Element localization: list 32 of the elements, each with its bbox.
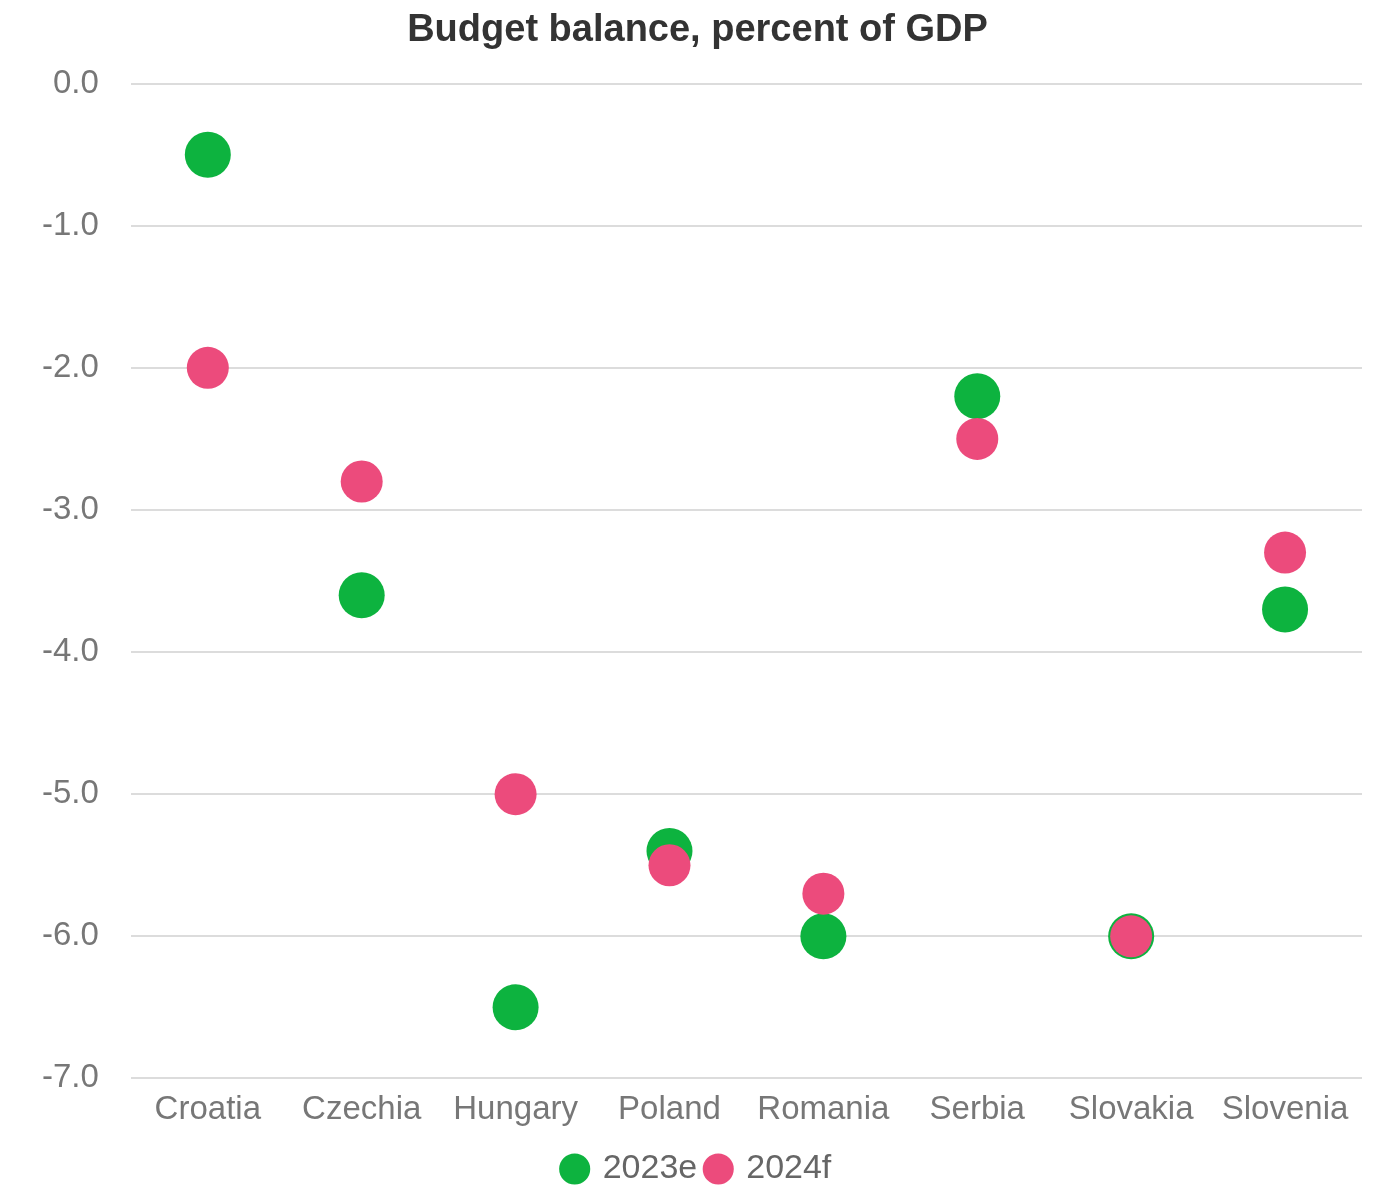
- point: [494, 773, 537, 816]
- y-tick-label: 0.0: [52, 62, 99, 100]
- x-tick-label: Romania: [757, 1089, 891, 1127]
- point: [338, 572, 385, 619]
- y-tick-label: -6.0: [41, 915, 99, 953]
- point: [800, 913, 847, 960]
- legend-label: 2024f: [746, 1147, 832, 1186]
- y-tick-label: -4.0: [41, 631, 99, 669]
- y-tick-label: -5.0: [41, 773, 99, 811]
- point: [956, 417, 999, 460]
- x-tick-label: Slovakia: [1068, 1089, 1195, 1127]
- x-tick-label: Slovenia: [1221, 1089, 1349, 1127]
- point: [802, 872, 845, 915]
- y-tick-label: -7.0: [41, 1057, 99, 1095]
- point: [1262, 586, 1309, 633]
- y-tick-label: -1.0: [41, 204, 99, 242]
- x-tick-label: Croatia: [154, 1089, 262, 1127]
- point: [340, 460, 383, 503]
- x-tick-label: Poland: [618, 1089, 721, 1127]
- point: [648, 844, 691, 887]
- x-tick-label: Czechia: [302, 1089, 422, 1127]
- y-tick-label: -3.0: [41, 489, 99, 527]
- chart-title: Budget balance, percent of GDP: [407, 7, 988, 50]
- point: [954, 373, 1001, 420]
- y-tick-label: -2.0: [41, 346, 99, 384]
- point: [492, 984, 539, 1031]
- x-tick-label: Serbia: [929, 1089, 1026, 1127]
- point: [184, 131, 231, 178]
- point: [186, 346, 229, 389]
- point: [1264, 531, 1307, 574]
- legend-label: 2023e: [602, 1147, 698, 1186]
- x-tick-label: Hungary: [453, 1089, 579, 1127]
